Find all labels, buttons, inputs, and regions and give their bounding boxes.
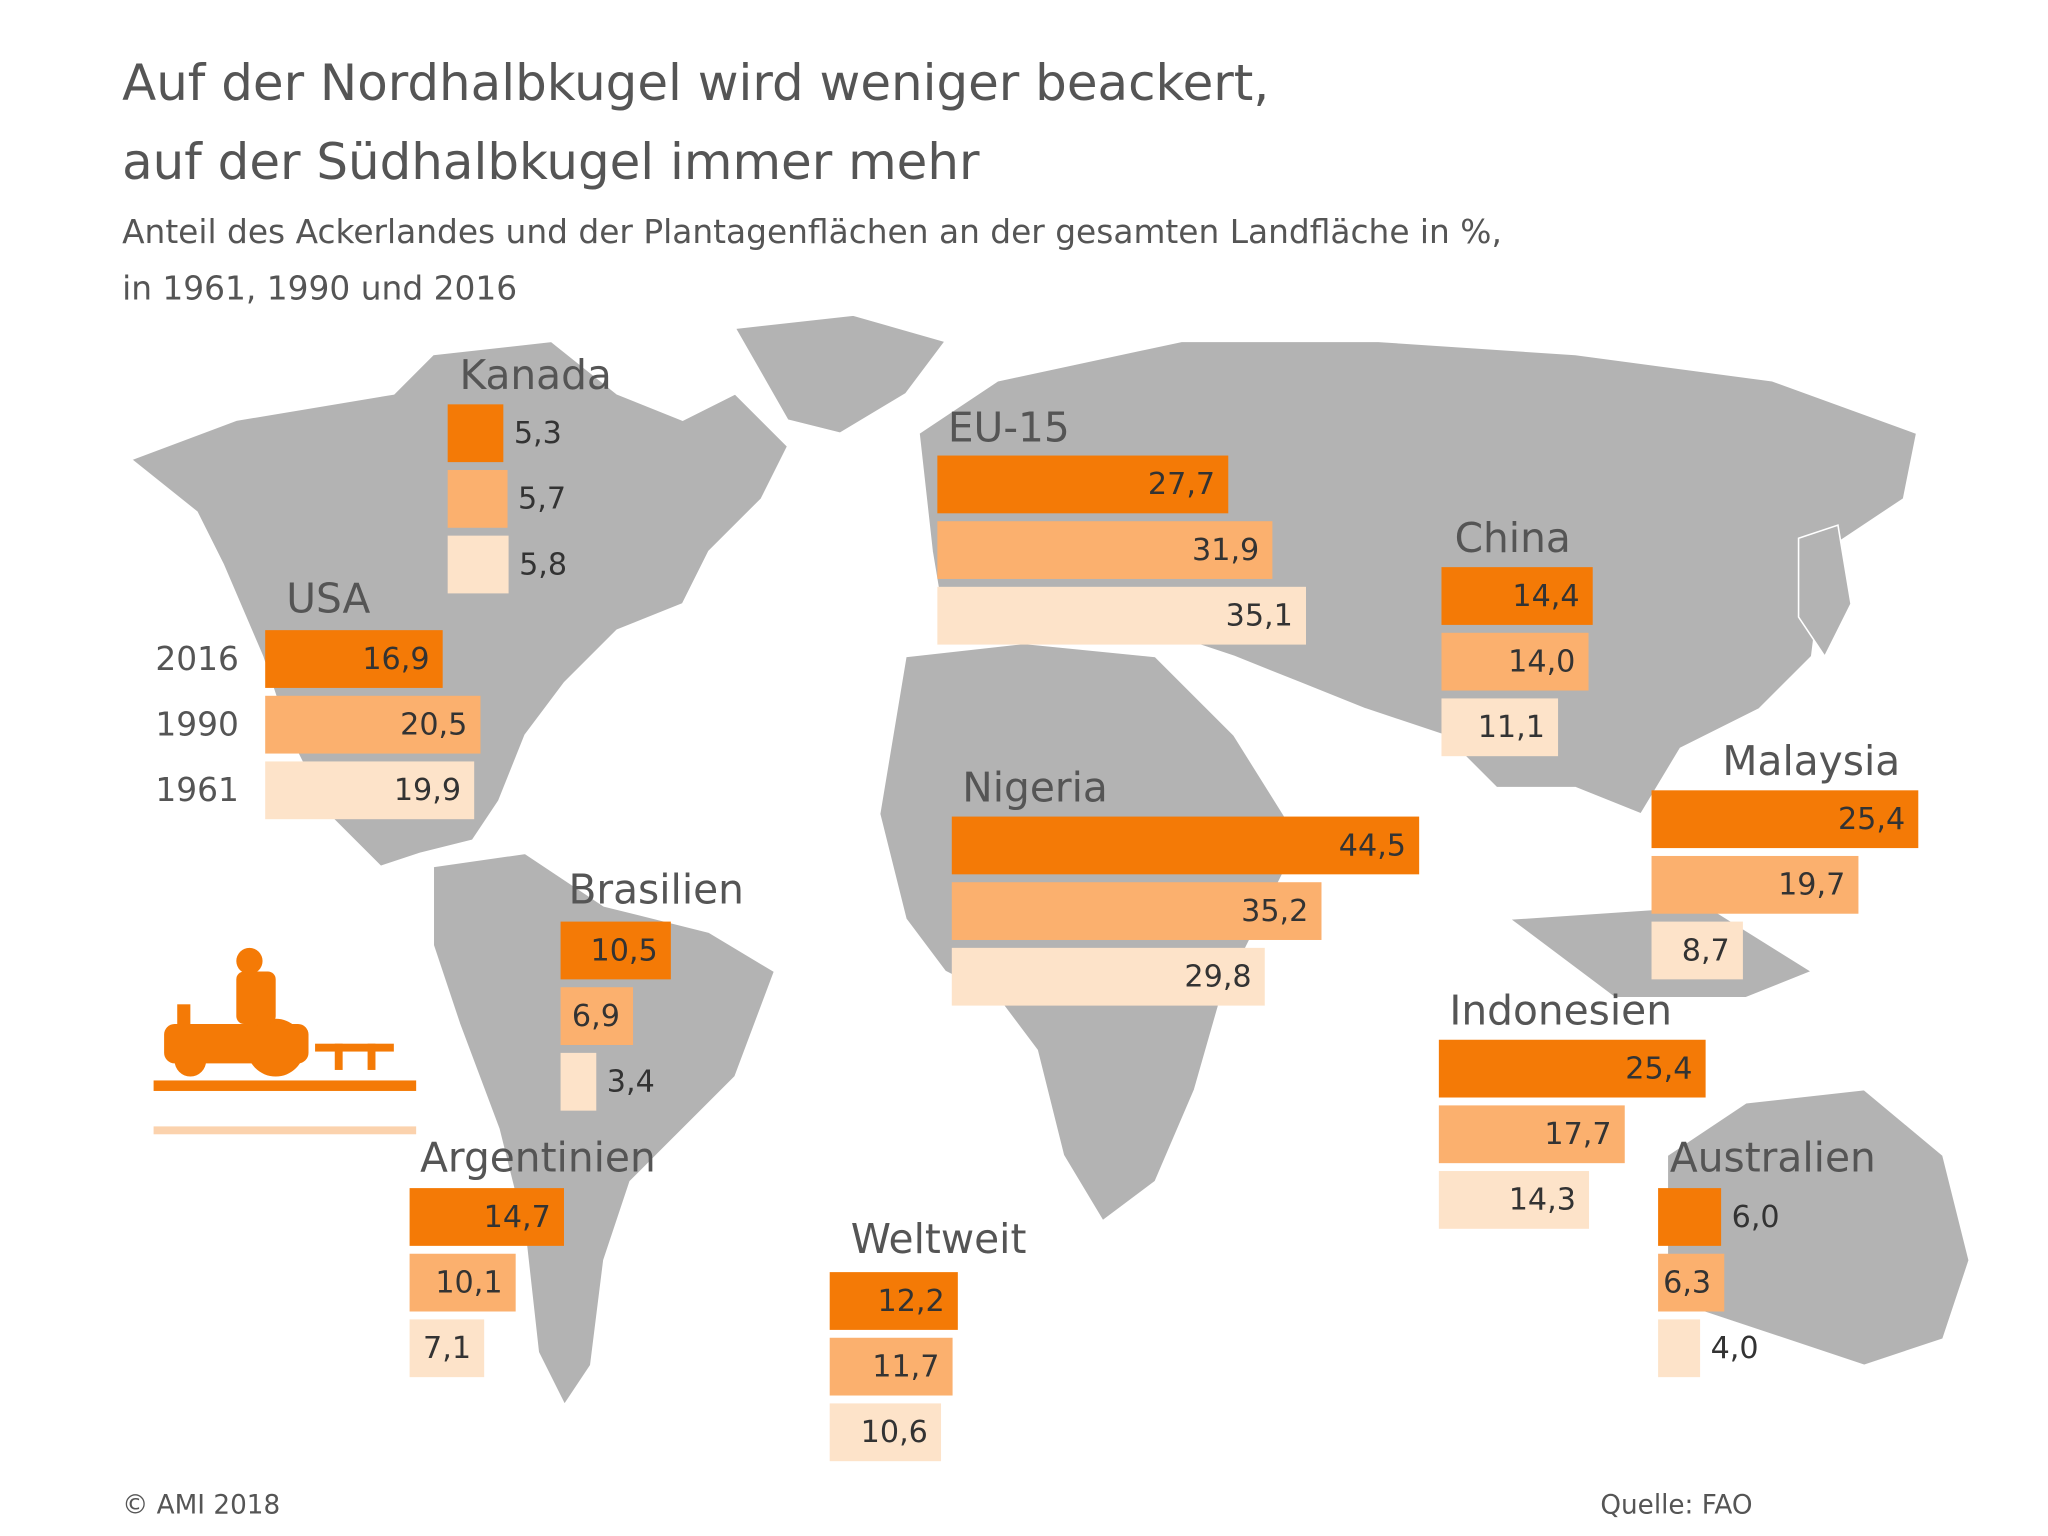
bar [1651, 790, 1919, 849]
value-label: 14,3 [1509, 1183, 1576, 1218]
bar [1441, 567, 1593, 625]
chart-title: auf der Südhalbkugel immer mehr [122, 133, 980, 191]
bar [1651, 921, 1743, 980]
value-label: 44,5 [1339, 828, 1406, 863]
bar [409, 1188, 564, 1246]
value-label: 31,9 [1192, 533, 1259, 568]
region-label: Brasilien [568, 866, 744, 914]
bar [447, 535, 509, 594]
legend-label: 2016 [155, 640, 239, 678]
region-label: USA [286, 574, 370, 622]
value-label: 7,1 [423, 1331, 471, 1366]
value-label: 14,7 [484, 1200, 551, 1235]
bar [560, 987, 634, 1046]
region-label: Kanada [459, 351, 611, 399]
value-label: 6,9 [572, 999, 620, 1034]
bar [1658, 1188, 1722, 1246]
icon-wheel [174, 1045, 207, 1077]
value-label: 10,5 [591, 933, 658, 968]
value-label: 19,7 [1778, 868, 1845, 903]
icon-exhaust [177, 1004, 191, 1028]
credit: © AMI 2018 [122, 1490, 280, 1520]
value-label: 17,7 [1544, 1117, 1611, 1152]
region-label: China [1455, 514, 1571, 562]
icon-ground [153, 1080, 417, 1091]
icon-reflection [153, 1126, 417, 1135]
value-label: 10,1 [435, 1265, 502, 1300]
legend-label: 1961 [155, 771, 239, 809]
value-label: 10,6 [861, 1415, 928, 1450]
value-label: 6,3 [1663, 1265, 1711, 1300]
region-label: Australien [1670, 1134, 1876, 1182]
value-label: 29,8 [1184, 960, 1251, 995]
bar [409, 1319, 485, 1378]
bar [265, 630, 443, 688]
region-label: Nigeria [962, 763, 1108, 811]
bar [560, 1052, 597, 1111]
value-label: 27,7 [1148, 467, 1215, 502]
bar [1658, 1253, 1725, 1312]
chart-subtitle: in 1961, 1990 und 2016 [122, 270, 517, 308]
chart-subtitle: Anteil des Ackerlandes und der Plantagen… [122, 213, 1502, 251]
bar [937, 455, 1229, 514]
bar [951, 882, 1322, 940]
value-label: 12,2 [877, 1284, 944, 1319]
value-label: 14,0 [1508, 644, 1575, 679]
value-label: 25,4 [1625, 1051, 1692, 1086]
value-label: 11,7 [872, 1349, 939, 1384]
bar [447, 469, 508, 528]
value-label: 6,0 [1732, 1200, 1780, 1235]
bar [1438, 1039, 1706, 1098]
region-label: Argentinien [420, 1134, 656, 1182]
icon-plow [334, 1043, 343, 1070]
bar [829, 1403, 942, 1462]
value-label: 19,9 [394, 773, 461, 808]
value-label: 14,4 [1512, 579, 1579, 614]
bar [951, 947, 1265, 1006]
icon-wheel [246, 1018, 305, 1077]
bar [265, 695, 481, 754]
bar [1651, 855, 1859, 914]
bar [1441, 632, 1589, 691]
bar [447, 404, 504, 463]
region-label: EU-15 [948, 404, 1070, 452]
bar [937, 521, 1273, 579]
value-label: 5,3 [514, 416, 562, 451]
bar [1441, 698, 1559, 757]
source: Quelle: FAO [1600, 1490, 1752, 1520]
icon-driver [236, 971, 276, 1024]
chart-title: Auf der Nordhalbkugel wird weniger beack… [122, 54, 1269, 112]
value-label: 8,7 [1682, 933, 1730, 968]
value-label: 3,4 [607, 1065, 655, 1100]
bar [1438, 1171, 1590, 1229]
region-label: Malaysia [1722, 737, 1900, 785]
icon-head [236, 947, 263, 975]
tractor-icon [153, 947, 417, 1135]
bar [409, 1253, 516, 1312]
value-label: 5,8 [519, 547, 567, 582]
bar [951, 816, 1420, 875]
value-label: 25,4 [1838, 802, 1905, 837]
value-label: 5,7 [518, 482, 566, 517]
region-label: Weltweit [851, 1215, 1027, 1263]
bar [265, 761, 475, 820]
bar [937, 586, 1306, 645]
value-label: 35,1 [1226, 599, 1293, 634]
bar [560, 921, 671, 980]
icon-plow [367, 1043, 376, 1070]
legend-label: 1990 [155, 705, 239, 743]
value-label: 11,1 [1478, 710, 1545, 745]
bar [829, 1337, 953, 1396]
value-label: 20,5 [400, 707, 467, 742]
icon-plow [315, 1043, 394, 1052]
value-label: 35,2 [1241, 894, 1308, 929]
bar [1658, 1319, 1701, 1378]
region-label: Indonesien [1449, 986, 1672, 1034]
bar [829, 1272, 958, 1330]
bar [1438, 1105, 1625, 1164]
value-label: 16,9 [362, 642, 429, 677]
value-label: 4,0 [1711, 1331, 1759, 1366]
